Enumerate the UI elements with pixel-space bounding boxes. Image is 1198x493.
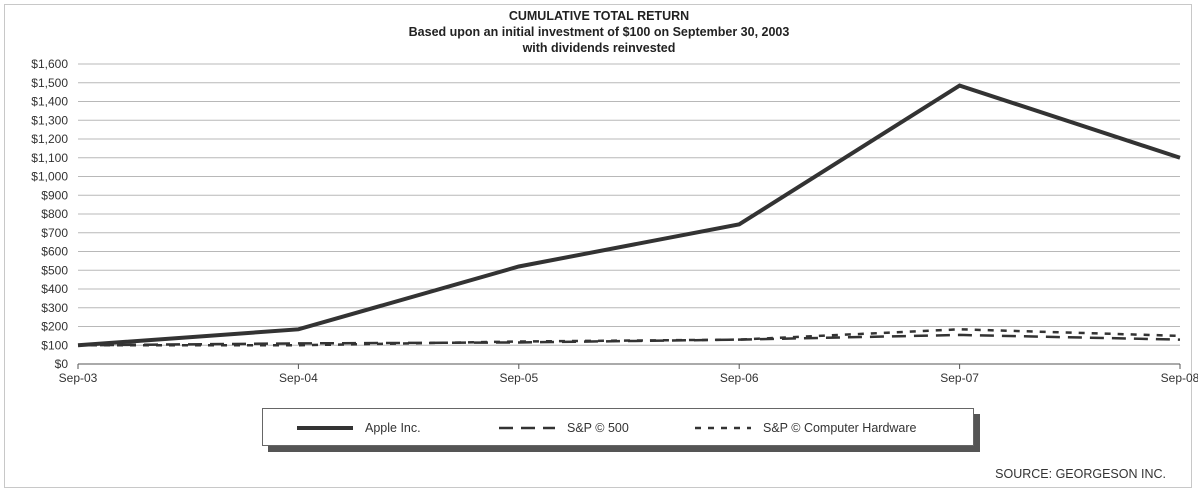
y-tick-label: $200	[41, 320, 68, 334]
y-tick-label: $100	[41, 338, 68, 352]
x-tick-label: Sep-06	[720, 371, 759, 385]
source-note: SOURCE: GEORGESON INC.	[995, 467, 1166, 481]
legend-item-apple: Apple Inc.	[297, 409, 421, 447]
legend-item-computer-hardware: S&P © Computer Hardware	[695, 409, 917, 447]
series-line-solid	[77, 83, 1181, 348]
y-tick-label: $1,200	[31, 132, 68, 146]
series-lines	[77, 83, 1181, 348]
x-tick-labels: Sep-03 Sep-04 Sep-05 Sep-06 Sep-07 Sep-08	[59, 371, 1198, 385]
y-tick-label: $600	[41, 245, 68, 259]
x-tick-label: Sep-07	[940, 371, 979, 385]
x-tick-label: Sep-03	[59, 371, 98, 385]
legend-swatch-sp500	[499, 426, 555, 430]
y-tick-labels: $0 $100 $200 $300 $400 $500 $600 $700 $800 $900 $1…	[31, 57, 68, 371]
legend: Apple Inc. S&P © 500 S&P © Computer Hard…	[262, 408, 974, 446]
chart-subtitle-line-2: with dividends reinvested	[522, 41, 676, 55]
chart-titles: CUMULATIVE TOTAL RETURN Based upon an in…	[0, 8, 1198, 56]
x-tick-label: Sep-05	[499, 371, 538, 385]
chart-subtitle-line-1: Based upon an initial investment of $100…	[408, 25, 790, 39]
series-line-dotted	[78, 328, 1181, 347]
legend-label-sp500: S&P © 500	[567, 421, 629, 435]
legend-swatch-computer-hardware	[695, 426, 751, 430]
y-tick-label: $700	[41, 226, 68, 240]
y-tick-label: $500	[41, 263, 68, 277]
chart-frame	[4, 4, 1192, 488]
y-tick-label: $400	[41, 282, 68, 296]
chart-title: CUMULATIVE TOTAL RETURN	[508, 9, 690, 23]
y-tick-label: $1,400	[31, 95, 68, 109]
y-tick-label: $1,100	[31, 151, 68, 165]
legend-label-computer-hardware: S&P © Computer Hardware	[763, 421, 917, 435]
legend-item-sp500: S&P © 500	[499, 409, 629, 447]
legend-swatch-apple	[297, 426, 353, 430]
y-tick-label: $300	[41, 301, 68, 315]
x-tick-label: Sep-04	[279, 371, 318, 385]
y-tick-label: $800	[41, 207, 68, 221]
legend-label-apple: Apple Inc.	[365, 421, 421, 435]
y-tick-label: $0	[55, 357, 69, 371]
y-tick-label: $1,500	[31, 76, 68, 90]
y-tick-label: $900	[41, 188, 68, 202]
y-tick-label: $1,300	[31, 113, 68, 127]
x-tick-label: Sep-08	[1161, 371, 1198, 385]
axes	[77, 363, 1181, 369]
y-tick-label: $1,000	[31, 170, 68, 184]
y-tick-label: $1,600	[31, 57, 68, 71]
grid-lines	[78, 63, 1180, 346]
